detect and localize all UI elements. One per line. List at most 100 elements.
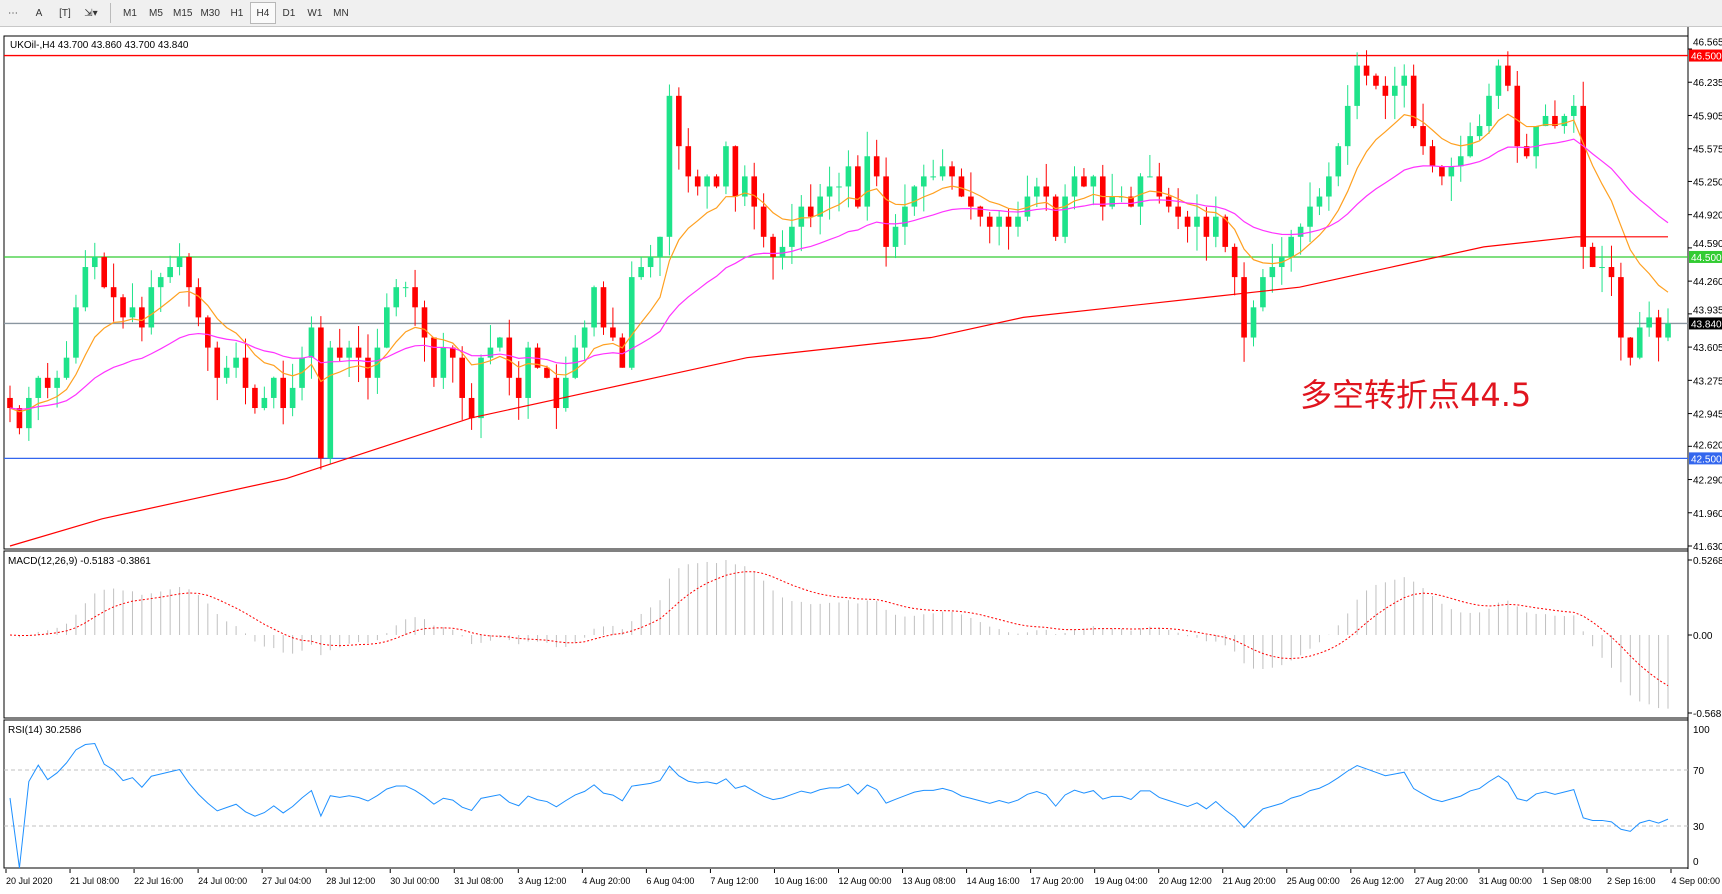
candle-body: [73, 307, 79, 358]
candle-body: [996, 216, 1002, 227]
candle-body: [798, 206, 805, 227]
timeframe-mn[interactable]: MN: [333, 7, 349, 19]
rsi-label: 0: [1693, 857, 1699, 868]
text-a-icon[interactable]: A: [35, 7, 43, 19]
timeframe-w1[interactable]: W1: [307, 7, 323, 19]
candle-body: [807, 206, 814, 217]
candle-body: [1194, 216, 1200, 227]
timeframe-h4[interactable]: H4: [249, 2, 276, 24]
candle-body: [1599, 267, 1605, 269]
candle-body: [7, 397, 13, 409]
text-label-icon[interactable]: [T]: [59, 7, 71, 19]
timeframe-d1[interactable]: D1: [282, 7, 296, 19]
candle-body: [26, 397, 32, 429]
candle-body: [1542, 115, 1549, 127]
candle-body: [1354, 65, 1360, 106]
candle-body: [525, 347, 531, 398]
candle-body: [1015, 216, 1021, 227]
candle-body: [139, 307, 145, 328]
time-label: 4 Aug 20:00: [582, 876, 630, 886]
main-panel: [3, 35, 1689, 550]
candle-body: [186, 256, 192, 288]
candle-body: [1156, 176, 1163, 197]
candle-body: [1439, 166, 1445, 177]
candle-body: [789, 226, 795, 247]
candle-body: [91, 256, 98, 268]
macd-panel: [3, 550, 1689, 719]
candle-body: [393, 287, 400, 308]
arrows-icon[interactable]: ⇲▾: [84, 7, 98, 19]
candle-body: [826, 186, 833, 197]
candle-body: [120, 297, 126, 318]
chart-area[interactable]: 46.565 46.235 45.905 45.575 45.250 44.920 44.5…: [0, 27, 1722, 894]
timeframe-m1[interactable]: M1: [123, 7, 137, 19]
time-label: 25 Aug 00:00: [1287, 876, 1340, 886]
level-label-bg: [1689, 452, 1722, 465]
candle-body: [261, 397, 268, 409]
candle-body: [1570, 105, 1577, 116]
candle-body: [1476, 126, 1483, 137]
candle-body: [1401, 75, 1408, 86]
candle-body: [760, 206, 767, 237]
candle-body: [1580, 105, 1587, 247]
candle-body: [855, 166, 861, 207]
candle-body: [1052, 196, 1059, 237]
ma-fast-line: [9, 113, 1669, 413]
candle-body: [1034, 186, 1040, 197]
candle-body: [1203, 216, 1210, 237]
candle-body: [1382, 85, 1389, 96]
timeframe-m15[interactable]: M15: [173, 7, 193, 19]
price-label: 44.260: [1693, 277, 1722, 288]
candle-body: [280, 377, 287, 409]
price-label: 44.920: [1693, 211, 1722, 222]
level-label-bg: [1689, 49, 1722, 62]
period-separator-icon[interactable]: ⋯: [8, 7, 18, 19]
macd-label: 0.5268: [1693, 556, 1722, 567]
candle-body: [1175, 206, 1181, 217]
time-label: 1 Sep 08:00: [1543, 876, 1592, 886]
timeframe-m5[interactable]: M5: [149, 7, 163, 19]
candle-body: [214, 347, 221, 378]
timeframe-m30[interactable]: M30: [200, 7, 220, 19]
time-label: 7 Aug 12:00: [710, 876, 758, 886]
price-label: 45.905: [1693, 111, 1722, 122]
candle-body: [958, 176, 965, 197]
time-label: 10 Aug 16:00: [774, 876, 827, 886]
candle-body: [1655, 317, 1662, 338]
level-label: 43.840: [1691, 319, 1722, 330]
candle-body: [110, 287, 117, 298]
candle-body: [1099, 176, 1106, 207]
time-label: 31 Aug 00:00: [1479, 876, 1532, 886]
candle-body: [1109, 196, 1116, 207]
timeframe-h1[interactable]: H1: [230, 7, 244, 19]
candle-body: [1429, 146, 1436, 167]
candle-body: [1589, 246, 1596, 268]
candle-body: [336, 347, 343, 358]
time-label: 27 Jul 04:00: [262, 876, 311, 886]
candle-body: [657, 236, 663, 257]
candle-body: [1081, 176, 1087, 187]
candle-body: [610, 327, 616, 338]
candle-body: [544, 367, 550, 378]
candle-body: [195, 287, 202, 318]
candle-body: [619, 337, 626, 368]
macd-label: 0.00: [1693, 631, 1713, 642]
candle-body: [704, 176, 710, 187]
time-label: 26 Aug 12:00: [1351, 876, 1404, 886]
time-label: 21 Aug 20:00: [1223, 876, 1276, 886]
candle-body: [1184, 216, 1191, 227]
time-label: 4 Sep 00:00: [1671, 876, 1720, 886]
rsi-line: [9, 742, 1669, 869]
candle-body: [205, 317, 211, 348]
candle-body: [1457, 156, 1464, 167]
candle-body: [968, 196, 974, 207]
candle-body: [986, 216, 993, 227]
candle-body: [515, 377, 522, 398]
level-label: 44.500: [1691, 253, 1722, 264]
candle-body: [487, 347, 494, 358]
candle-body: [581, 327, 588, 348]
candle-body: [1307, 206, 1313, 227]
candle-body: [911, 186, 918, 207]
candle-body: [751, 176, 758, 207]
